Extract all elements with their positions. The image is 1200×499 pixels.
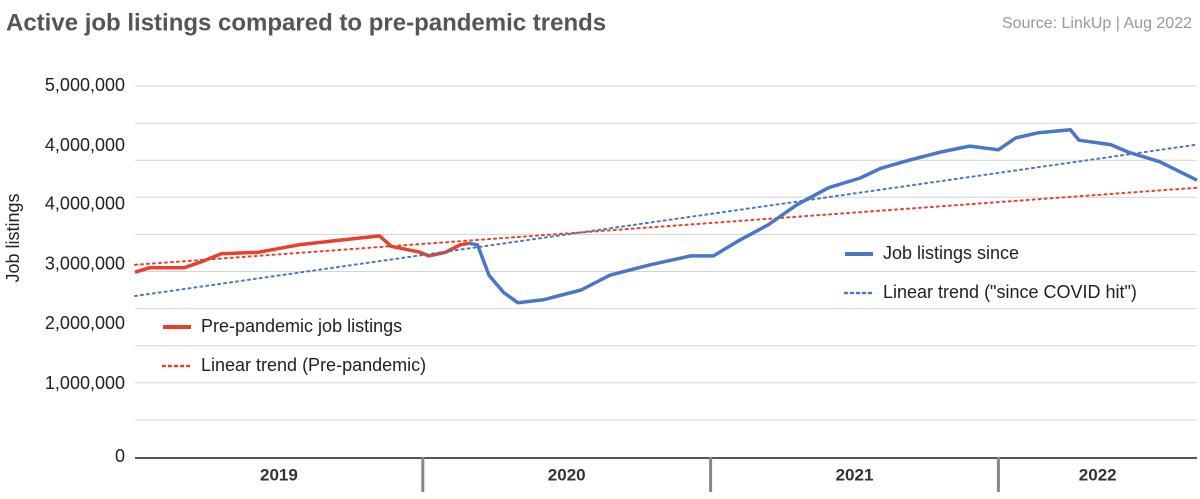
y-tick-label: 1,000,000: [45, 373, 125, 393]
y-tick-label: 0: [115, 446, 125, 466]
trend-line: [134, 186, 1198, 266]
y-tick-label: 4,000,000: [45, 193, 125, 213]
legend-label: Linear trend (Pre-pandemic): [201, 355, 426, 375]
source: Source: LinkUp | Aug 2022: [1002, 15, 1192, 32]
y-tick-label: 3,000,000: [45, 254, 125, 274]
chart-title: Active job listings compared to pre-pand…: [6, 9, 606, 36]
series-line: [468, 128, 1198, 305]
y-tick-label: 5,000,000: [45, 75, 125, 95]
x-tick-label: 2020: [548, 465, 586, 484]
x-tick-label: 2021: [836, 465, 874, 484]
x-tick-label: 2022: [1079, 465, 1117, 484]
y-tick-label: 4,000,000: [45, 135, 125, 155]
y-axis-label: Job listings: [3, 193, 23, 282]
legend-label: Job listings since: [883, 243, 1019, 263]
series-line: [134, 234, 470, 274]
y-tick-label: 2,000,000: [45, 313, 125, 333]
legend-label: Linear trend ("since COVID hit"): [883, 282, 1137, 302]
x-tick-label: 2019: [260, 465, 298, 484]
legend-label: Pre-pandemic job listings: [201, 316, 402, 336]
trend-line: [134, 143, 1198, 297]
